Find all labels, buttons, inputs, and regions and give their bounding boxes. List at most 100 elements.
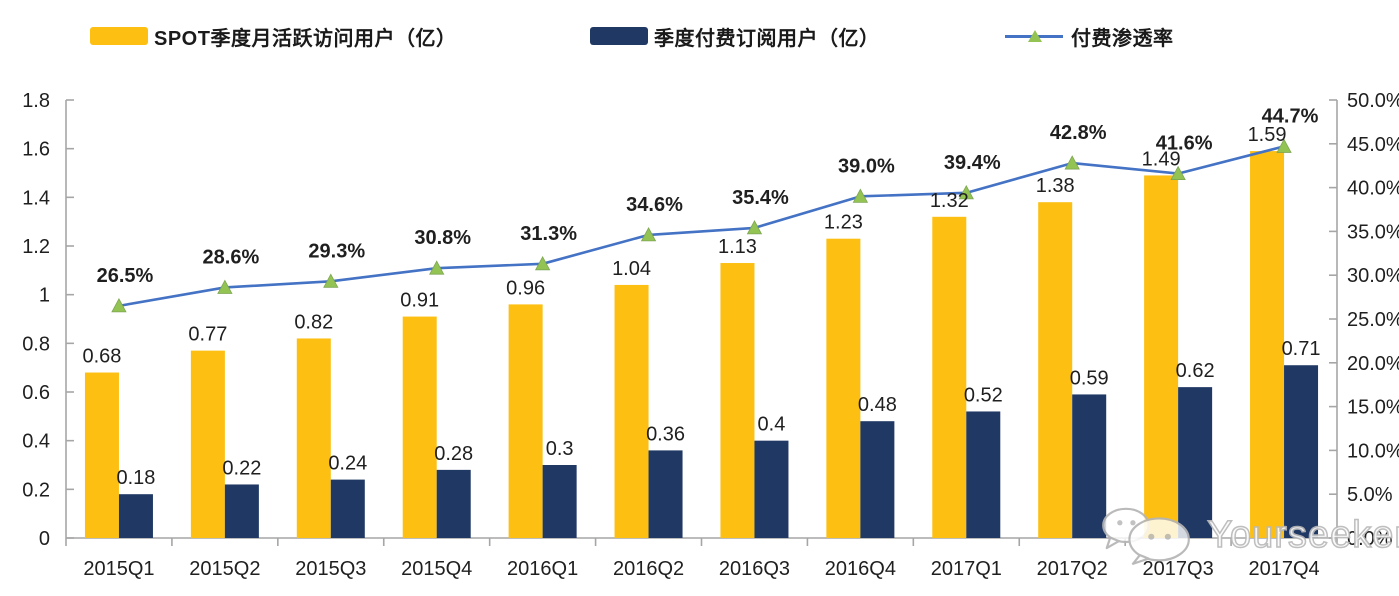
left-axis-tick-label: 0.2: [22, 479, 50, 501]
left-axis-tick-label: 0.8: [22, 333, 50, 355]
subscribers-value-label: 0.18: [116, 467, 155, 489]
penetration-percent-label: 44.7%: [1262, 105, 1319, 127]
bar-subscribers: [1284, 365, 1319, 538]
subscribers-value-label: 0.48: [858, 394, 897, 416]
mau-value-label: 0.82: [294, 311, 333, 333]
bar-subscribers: [118, 494, 153, 538]
bar-mau: [614, 284, 649, 538]
mau-bar-swatch-icon: [90, 27, 148, 45]
legend-triangle-icon: [1028, 30, 1042, 42]
mau-value-label: 1.13: [718, 236, 757, 258]
bar-subscribers: [542, 465, 577, 538]
penetration-marker-triangle: [640, 227, 657, 242]
mau-value-label: 1.04: [612, 258, 651, 280]
mau-value-label: 1.59: [1248, 124, 1287, 146]
right-axis-tick-label: 10.0%: [1347, 440, 1399, 462]
right-axis-tick-label: 45.0%: [1347, 134, 1399, 156]
bar-subscribers: [860, 421, 895, 538]
x-axis-category-label: 2015Q1: [83, 558, 154, 580]
subscribers-value-label: 0.36: [646, 423, 685, 445]
right-axis-tick-label: 25.0%: [1347, 309, 1399, 331]
legend-label-penetration: 付费渗透率: [1071, 27, 1174, 50]
penetration-percent-label: 41.6%: [1156, 133, 1213, 155]
penetration-marker-triangle: [323, 273, 339, 288]
x-axis-category-label: 2016Q2: [613, 558, 684, 580]
bar-mau: [84, 372, 119, 538]
bar-mau: [1250, 151, 1285, 538]
penetration-marker-triangle: [852, 188, 869, 203]
mau-value-label: 1.38: [1036, 175, 1075, 197]
subscribers-bar-swatch-icon: [590, 27, 648, 45]
penetration-marker-triangle: [746, 220, 763, 235]
penetration-marker-triangle: [111, 298, 127, 313]
penetration-percent-label: 30.8%: [414, 227, 471, 249]
x-axis-category-label: 2016Q4: [825, 558, 896, 580]
legend-item-subscribers: 季度付费订阅用户（亿）: [590, 18, 880, 54]
x-axis-category-label: 2015Q2: [189, 558, 260, 580]
penetration-percent-label: 39.0%: [838, 155, 895, 177]
x-axis-category-label: 2017Q1: [931, 558, 1002, 580]
subscribers-value-label: 0.52: [964, 384, 1003, 406]
left-axis-tick-label: 1.6: [22, 139, 50, 161]
mau-value-label: 0.68: [82, 346, 121, 368]
bar-mau: [1144, 175, 1179, 538]
left-axis-tick-label: 0.4: [22, 431, 50, 453]
mau-value-label: 0.91: [400, 290, 439, 312]
right-axis-tick-label: 5.0%: [1347, 484, 1393, 506]
bar-mau: [402, 316, 437, 538]
right-axis-tick-label: 20.0%: [1347, 353, 1399, 375]
bar-subscribers: [966, 411, 1001, 538]
bar-subscribers: [754, 440, 789, 538]
bar-subscribers: [330, 479, 365, 538]
bar-mau: [296, 338, 331, 538]
bar-mau: [826, 238, 861, 538]
subscribers-value-label: 0.3: [546, 438, 574, 460]
legend-item-penetration: 付费渗透率: [1005, 18, 1174, 54]
subscribers-value-label: 0.62: [1176, 360, 1215, 382]
x-axis-category-label: 2017Q4: [1248, 558, 1319, 580]
x-axis-category-label: 2016Q1: [507, 558, 578, 580]
left-axis-tick-label: 1.4: [22, 187, 50, 209]
subscribers-value-label: 0.59: [1070, 367, 1109, 389]
penetration-marker-triangle: [1064, 155, 1080, 170]
right-axis-tick-label: 30.0%: [1347, 265, 1399, 287]
penetration-percent-label: 34.6%: [626, 194, 683, 216]
penetration-line-swatch-icon: [1005, 27, 1063, 45]
penetration-marker-triangle: [1170, 165, 1186, 180]
subscribers-value-label: 0.24: [328, 453, 367, 475]
legend-label-subscribers: 季度付费订阅用户（亿）: [654, 27, 880, 50]
left-axis-tick-label: 1: [39, 285, 50, 307]
x-axis-category-label: 2016Q3: [719, 558, 790, 580]
bar-mau: [190, 350, 225, 538]
left-axis-tick-label: 0.6: [22, 382, 50, 404]
penetration-percent-label: 39.4%: [944, 152, 1001, 174]
right-axis-tick-label: 0.0%: [1347, 528, 1393, 550]
penetration-percent-label: 26.5%: [97, 265, 154, 287]
x-axis-category-label: 2015Q4: [401, 558, 472, 580]
right-axis-tick-label: 40.0%: [1347, 178, 1399, 200]
penetration-percent-label: 29.3%: [308, 240, 365, 262]
mau-value-label: 0.96: [506, 277, 545, 299]
left-axis-tick-label: 1.2: [22, 236, 50, 258]
bar-mau: [720, 263, 755, 538]
x-axis-category-label: 2017Q3: [1143, 558, 1214, 580]
subscribers-value-label: 0.71: [1282, 338, 1321, 360]
penetration-marker-triangle: [1276, 138, 1292, 153]
bar-subscribers: [648, 450, 683, 538]
penetration-percent-label: 31.3%: [520, 223, 577, 245]
penetration-percent-label: 42.8%: [1050, 122, 1107, 144]
right-axis-tick-label: 50.0%: [1347, 90, 1399, 112]
penetration-marker-triangle: [429, 260, 445, 275]
penetration-line: [118, 145, 1285, 308]
penetration-marker-triangle: [534, 255, 551, 271]
mau-value-label: 0.77: [188, 324, 227, 346]
penetration-marker-triangle: [217, 279, 233, 294]
left-axis-tick-label: 1.8: [22, 90, 50, 112]
chart-legend: SPOT季度月活跃访问用户（亿） 季度付费订阅用户（亿） 付费渗透率: [0, 18, 1399, 54]
bar-subscribers: [436, 469, 471, 538]
legend-item-mau: SPOT季度月活跃访问用户（亿）: [90, 18, 456, 54]
bar-mau: [932, 216, 967, 539]
subscribers-value-label: 0.4: [758, 414, 786, 436]
bar-mau: [508, 304, 543, 538]
